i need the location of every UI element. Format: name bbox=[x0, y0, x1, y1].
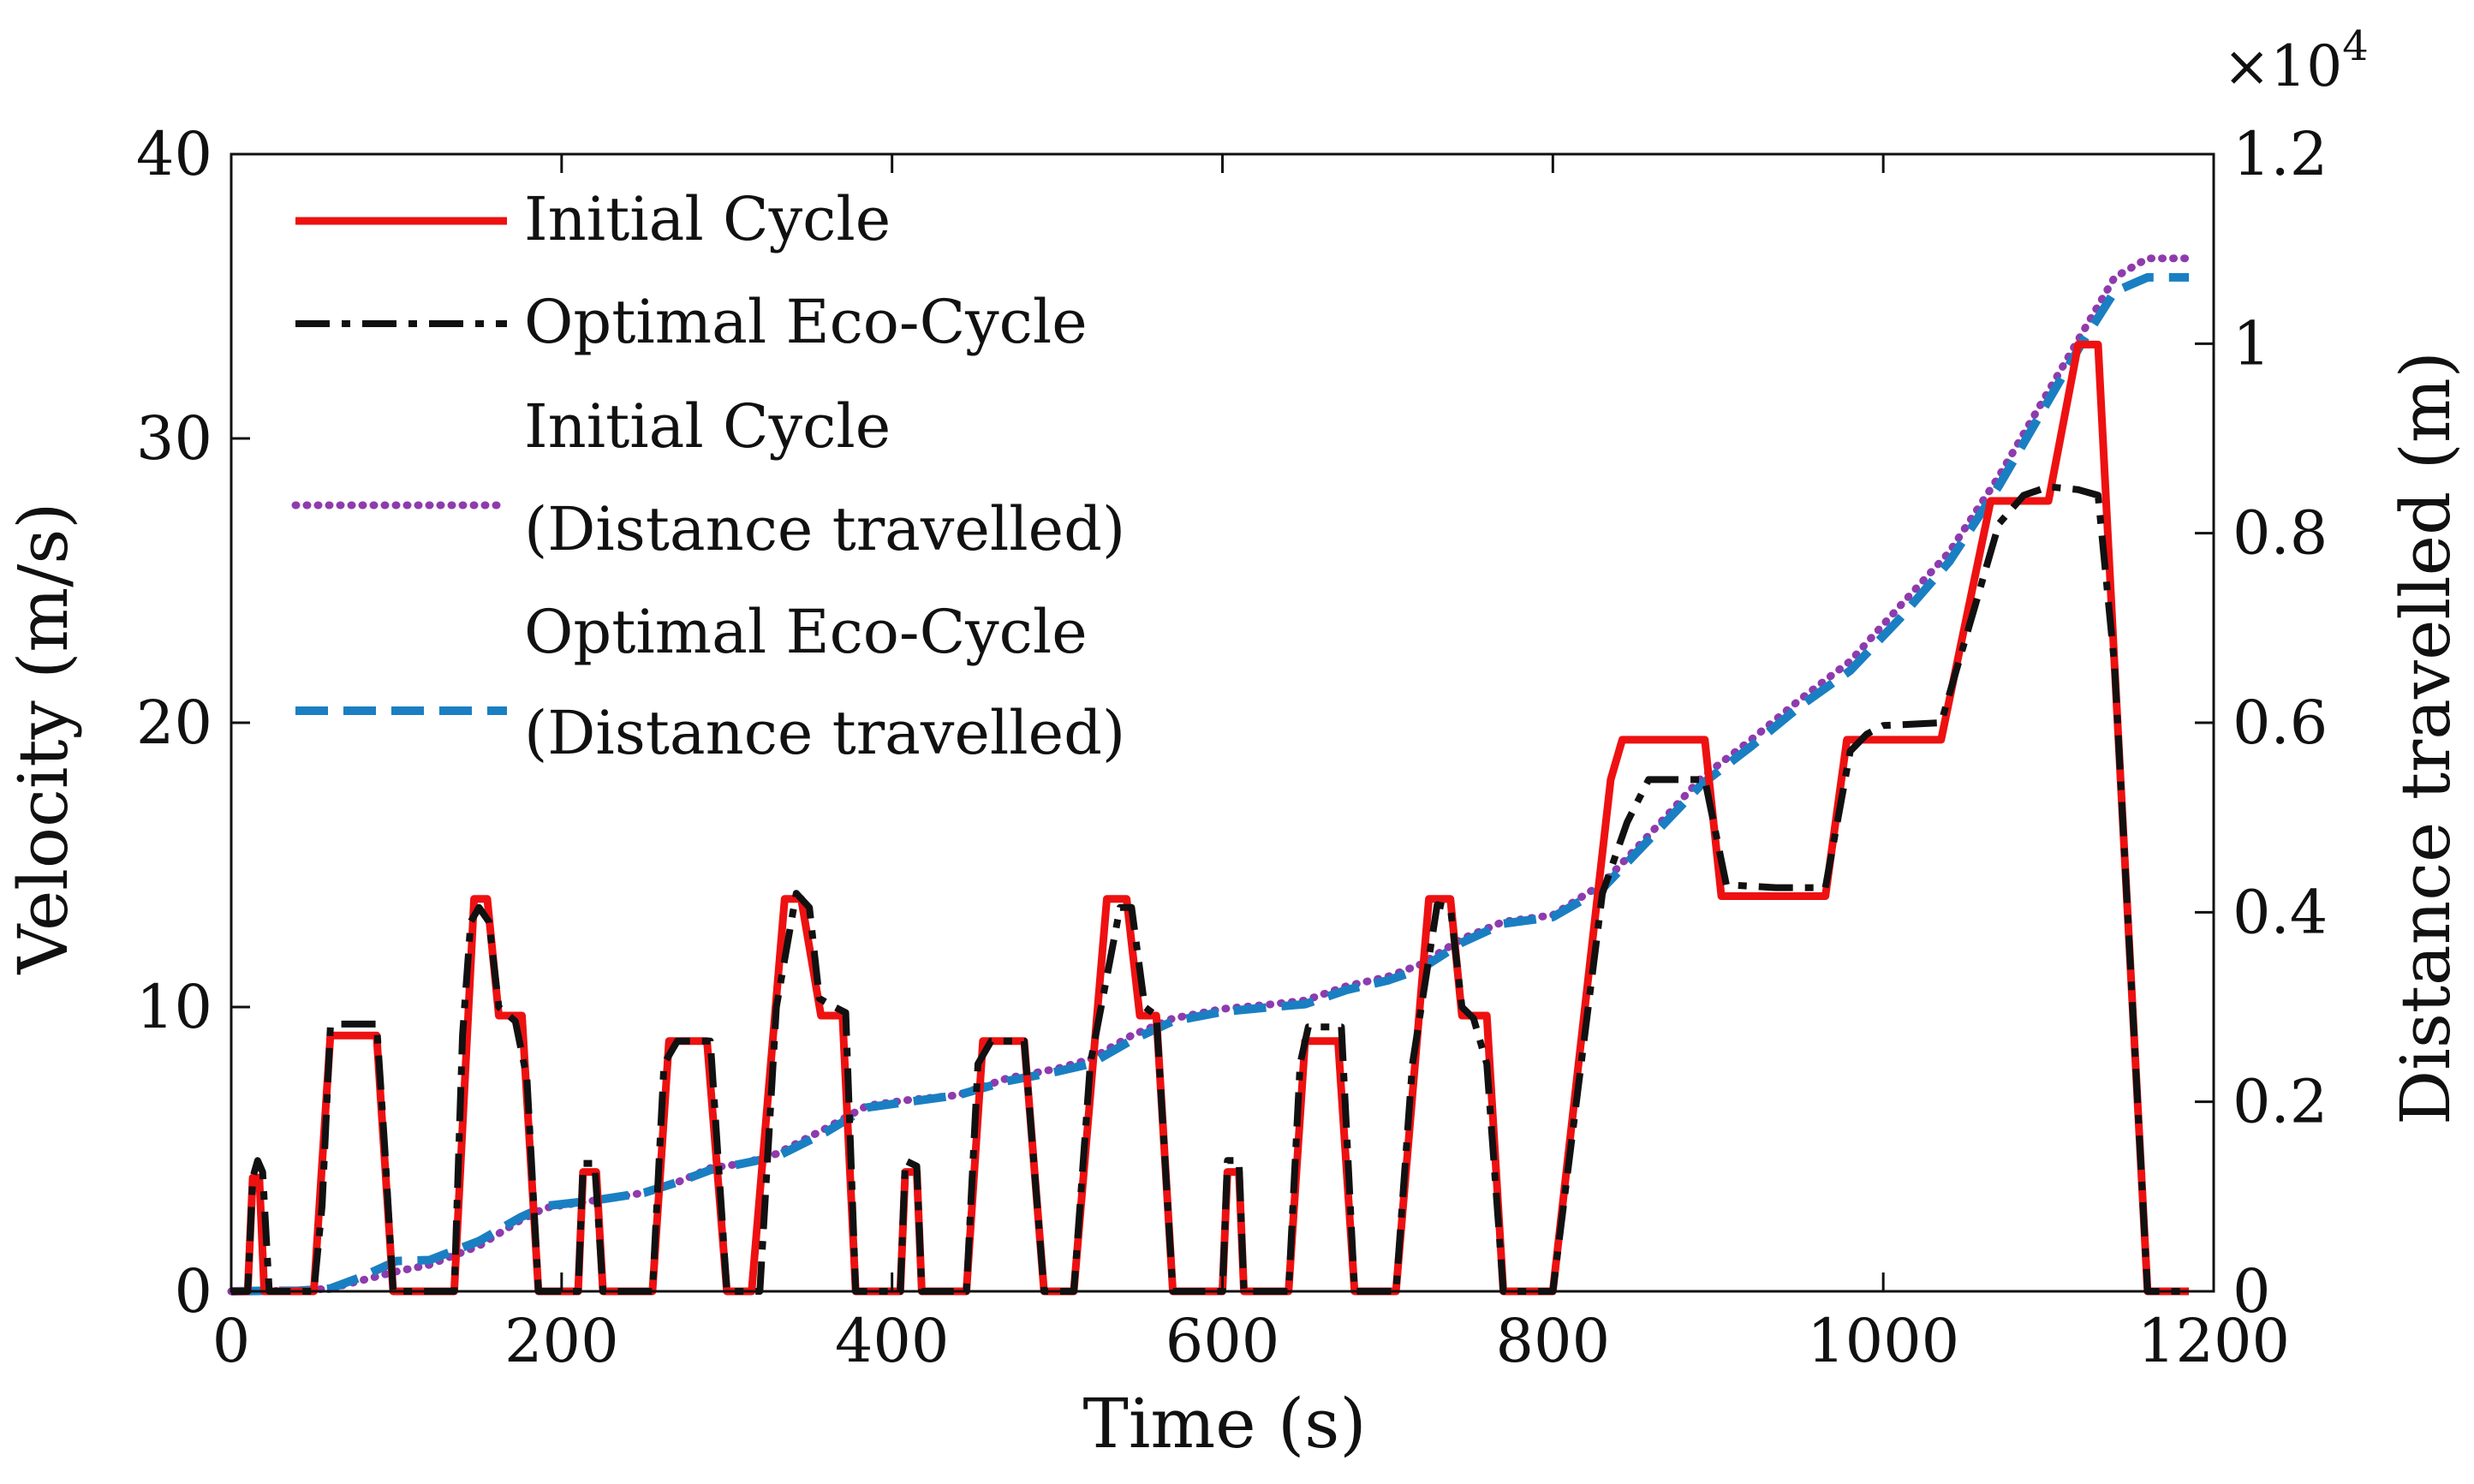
x-axis-title: Time (s) bbox=[1082, 1384, 1366, 1463]
x-tick-label: 600 bbox=[1165, 1306, 1280, 1376]
left-y-tick-label: 30 bbox=[136, 403, 212, 474]
x-tick-label: 800 bbox=[1496, 1306, 1611, 1376]
right-axis-multiplier: ×104 bbox=[2223, 22, 2369, 99]
right-y-tick-label: 0.8 bbox=[2233, 498, 2328, 569]
left-y-tick-label: 20 bbox=[136, 688, 212, 758]
left-y-axis-title: Velocity (m/s) bbox=[3, 503, 83, 975]
legend-label: (Distance travelled) bbox=[524, 698, 1125, 768]
right-y-axis-title: Distance travelled (m) bbox=[2386, 351, 2465, 1125]
x-tick-label: 1200 bbox=[2137, 1306, 2290, 1376]
legend-label: Optimal Eco-Cycle bbox=[524, 597, 1088, 667]
right-y-tick-label: 0 bbox=[2233, 1256, 2271, 1326]
x-tick-label: 0 bbox=[212, 1306, 251, 1376]
x-tick-label: 200 bbox=[504, 1306, 619, 1376]
left-y-tick-label: 0 bbox=[174, 1256, 212, 1326]
right-y-tick-label: 0.2 bbox=[2233, 1067, 2328, 1137]
plot-lines bbox=[227, 254, 2193, 1296]
legend: Initial Cycle Optimal Eco-Cycle Initial Cy… bbox=[291, 184, 1125, 768]
legend-label: Initial Cycle bbox=[524, 391, 891, 462]
x-tick-label: 1000 bbox=[1807, 1306, 1959, 1376]
right-y-tick-label: 0.4 bbox=[2233, 877, 2328, 947]
series-line-optimal-velocity bbox=[231, 483, 2190, 1295]
tick-labels: 0 200 400 600 800 1000 120001020304000.20.40.6… bbox=[136, 119, 2328, 1376]
right-y-tick-label: 1 bbox=[2233, 308, 2271, 378]
legend-label: Initial Cycle bbox=[524, 184, 891, 254]
left-y-tick-label: 10 bbox=[136, 972, 212, 1042]
right-y-tick-label: 1.2 bbox=[2233, 119, 2328, 189]
legend-label: (Distance travelled) bbox=[524, 494, 1125, 564]
series-line-initial-velocity bbox=[231, 340, 2190, 1296]
x-tick-label: 400 bbox=[835, 1306, 950, 1376]
tick-marks bbox=[230, 152, 2215, 1293]
legend-label: Optimal Eco-Cycle bbox=[524, 287, 1088, 357]
right-y-tick-label: 0.6 bbox=[2233, 688, 2328, 758]
series-line-optimal-distance bbox=[230, 272, 2190, 1296]
left-y-tick-label: 40 bbox=[136, 119, 212, 189]
